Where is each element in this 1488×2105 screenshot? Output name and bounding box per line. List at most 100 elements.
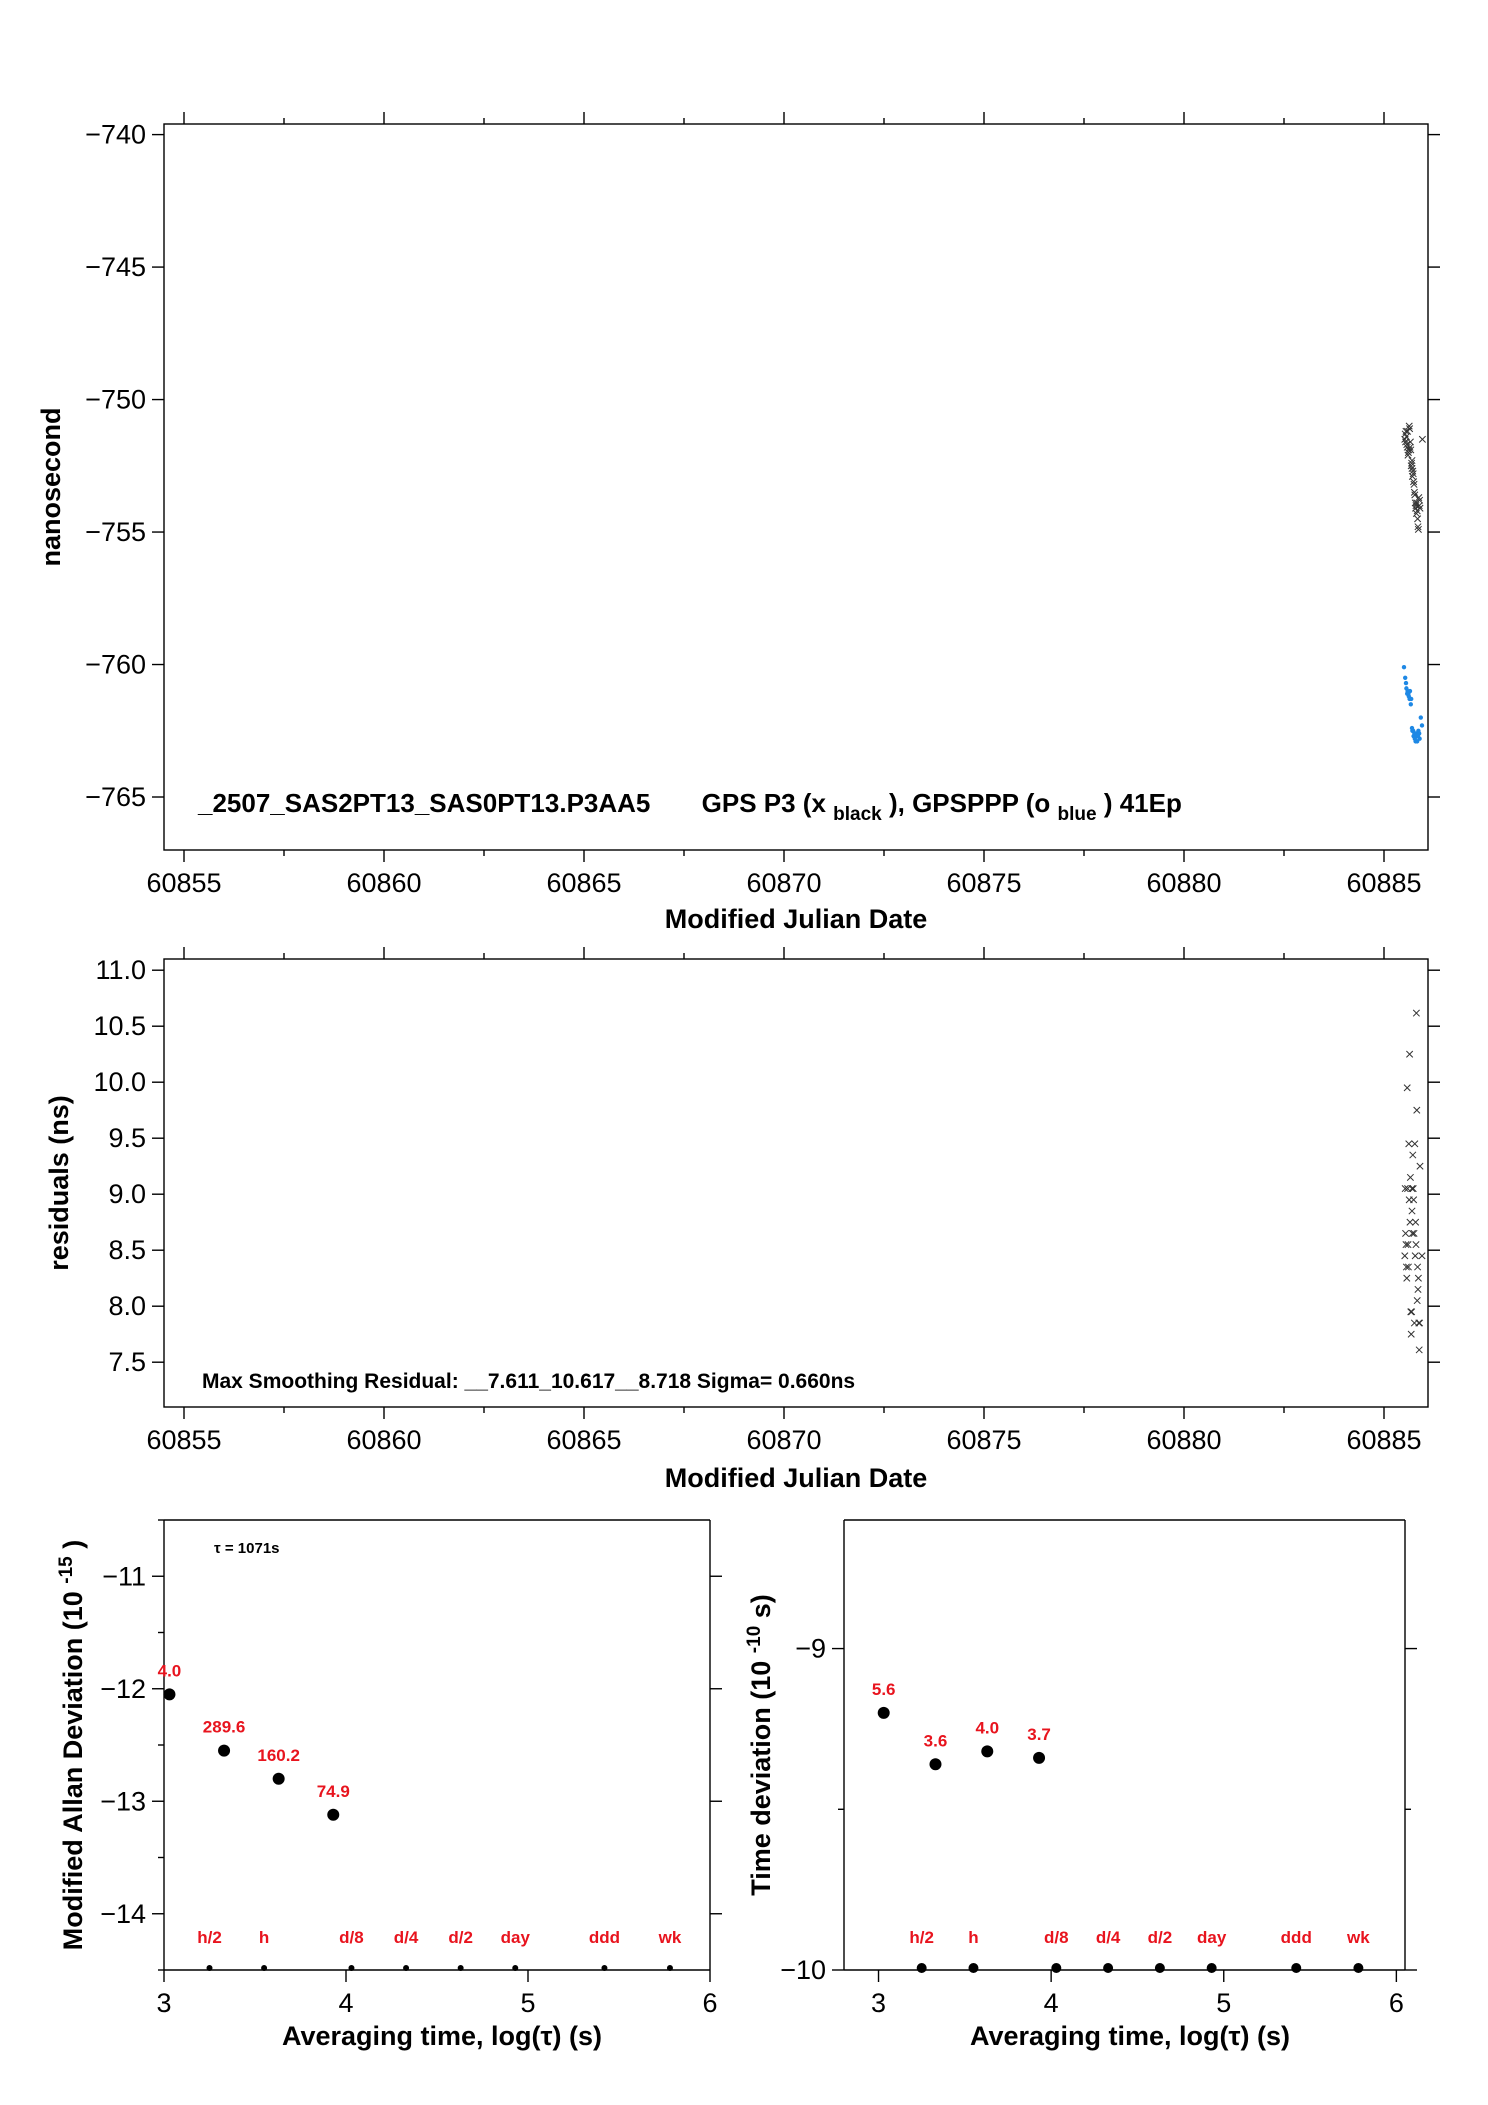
residuals-point-x-stroke	[1404, 1241, 1412, 1249]
tdev-point	[929, 1758, 942, 1771]
tdev-marker-dot	[916, 1963, 927, 1973]
tdev-marker-dot	[968, 1963, 979, 1973]
residuals-ytick-label: 10.5	[93, 1011, 146, 1041]
phase-point-x-stroke	[1402, 433, 1410, 441]
phase-point-x	[1414, 523, 1422, 531]
tdev-marker-label: d/2	[1148, 1928, 1173, 1947]
phase-point-x-stroke	[1412, 509, 1420, 518]
phase-ytick-label: −765	[85, 782, 146, 812]
mdev-ylabel-tail: )	[58, 1540, 88, 1549]
phase-point-x	[1418, 435, 1426, 443]
residuals-point-x-stroke	[1409, 1185, 1417, 1193]
tdev-marker-label: day	[1197, 1928, 1227, 1947]
residuals-ytick-label: 9.0	[108, 1179, 146, 1209]
residuals-xtick-label: 60855	[146, 1425, 221, 1455]
residuals-point-x-stroke	[1408, 1207, 1416, 1215]
residuals-point-x-stroke	[1412, 1241, 1420, 1249]
residuals-point-x-stroke	[1406, 1050, 1414, 1058]
tdev-marker-label: h	[968, 1928, 978, 1947]
mdev-point-label: 74.9	[317, 1782, 350, 1801]
phase-annotation-sep: ), GPSPPP (o	[889, 788, 1050, 818]
mdev-marker-dot	[601, 1965, 608, 1971]
residuals-point-x	[1401, 1185, 1409, 1193]
phase-point-x-stroke	[1414, 515, 1422, 523]
residuals-point-x-stroke	[1410, 1196, 1418, 1204]
residuals-ytick-label: 8.0	[108, 1291, 146, 1321]
tdev-marker-dot	[1051, 1963, 1062, 1973]
phase-point-x-stroke	[1418, 435, 1426, 443]
tdev-marker-dot	[1291, 1963, 1302, 1973]
tdev-marker-label: h/2	[909, 1928, 934, 1947]
phase-point-x-stroke	[1403, 443, 1411, 451]
phase-point-x	[1410, 480, 1418, 488]
mdev-xtick-label: 6	[702, 1988, 717, 2018]
tdev-point	[1033, 1751, 1046, 1764]
phase-point-blue	[1407, 696, 1412, 702]
phase-annotation-gps-p3: GPS P3 (x	[702, 788, 827, 818]
residuals-point-x-stroke	[1414, 1285, 1422, 1293]
residuals-point-x	[1402, 1241, 1410, 1249]
residuals-annotation: Max Smoothing Residual: __7.611_10.617__…	[202, 1370, 855, 1393]
phase-point-x-stroke	[1411, 499, 1419, 507]
mdev-marker-label: h/2	[197, 1928, 222, 1947]
phase-point-x-stroke	[1404, 451, 1412, 459]
residuals-chart: 60855 60860 60865 60870 60875 60880 60885 7.5 8…	[44, 947, 1440, 1493]
residuals-point-x	[1412, 1241, 1420, 1249]
phase-xtick-label: 60880	[1146, 868, 1221, 898]
phase-point-blue	[1401, 664, 1407, 670]
residuals-point-x-stroke	[1413, 1106, 1421, 1114]
phase-point-x	[1408, 456, 1416, 465]
mdev-marker-label: d/8	[339, 1928, 364, 1947]
tdev-marker-label: ddd	[1281, 1928, 1312, 1947]
residuals-point-x	[1409, 1185, 1417, 1193]
mdev-xlabel: Averaging time, log(τ) (s)	[282, 2021, 602, 2051]
residuals-point-x-stroke	[1416, 1319, 1424, 1327]
phase-point-x	[1405, 422, 1413, 430]
phase-plot-frame	[163, 123, 1429, 851]
phase-annotation-black-sub: black	[833, 804, 882, 825]
phase-point-blue	[1406, 691, 1411, 696]
mdev-marker-dot	[512, 1965, 519, 1971]
mdev-ytick-label: −11	[102, 1561, 146, 1591]
tdev-point	[981, 1745, 994, 1758]
mdev-marker-dot	[403, 1965, 410, 1971]
phase-point-x	[1407, 446, 1415, 454]
tdev-marker-dot	[1353, 1963, 1364, 1973]
tdev-xtick-label: 5	[1216, 1988, 1231, 2018]
residuals-point-x	[1408, 1185, 1416, 1193]
residuals-ytick-label: 9.5	[108, 1123, 146, 1153]
mdev-point-label: 4.0	[158, 1661, 182, 1680]
mdev-ylabel-sup: -15	[56, 1556, 77, 1584]
residuals-xtick-label: 60875	[946, 1425, 1021, 1455]
phase-point-x-stroke	[1410, 480, 1418, 488]
residuals-point-x	[1402, 1263, 1410, 1271]
mdev-tau-note: τ = 1071s	[214, 1540, 280, 1557]
residuals-point-x	[1408, 1229, 1416, 1237]
mdev-point	[327, 1808, 340, 1821]
residuals-xtick-label: 60880	[1146, 1425, 1221, 1455]
residuals-xlabel: Modified Julian Date	[665, 1463, 928, 1493]
residuals-point-x-stroke	[1416, 1162, 1424, 1170]
mdev-point	[163, 1688, 176, 1701]
phase-point-x	[1414, 525, 1422, 533]
phase-ytick-label: −755	[85, 517, 146, 547]
phase-point-blue	[1415, 733, 1421, 739]
mdev-point-label: 160.2	[257, 1746, 300, 1765]
mdev-marker-label: d/2	[448, 1928, 473, 1947]
phase-xtick-label: 60875	[946, 868, 1021, 898]
phase-point-x	[1416, 496, 1424, 504]
phase-xtick-label: 60855	[146, 868, 221, 898]
residuals-point-x-stroke	[1413, 1297, 1421, 1305]
phase-point-x-stroke	[1408, 459, 1416, 467]
residuals-point-x-stroke	[1401, 1185, 1409, 1193]
mdev-ytick-label: −14	[100, 1899, 146, 1929]
residuals-point-x-stroke	[1409, 1151, 1417, 1159]
phase-annotation-tail: ) 41Ep	[1104, 788, 1182, 818]
residuals-point-x	[1401, 1252, 1409, 1260]
tdev-marker-label: wk	[1346, 1928, 1370, 1947]
mdev-ytick-label: −12	[100, 1674, 146, 1704]
residuals-point-x	[1415, 1346, 1423, 1354]
residuals-point-x	[1408, 1207, 1416, 1215]
residuals-point-x-stroke	[1408, 1185, 1416, 1193]
residuals-point-x	[1404, 1241, 1412, 1249]
